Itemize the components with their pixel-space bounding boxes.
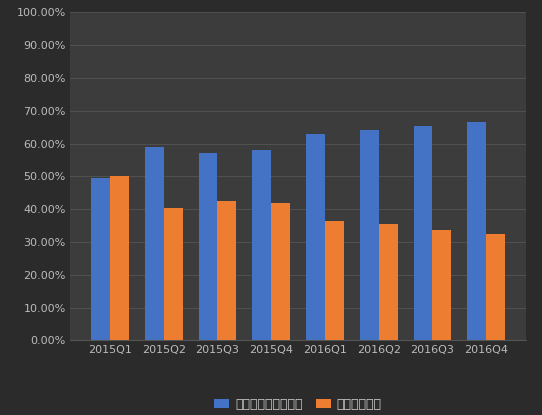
Bar <box>360 130 379 340</box>
Bar <box>199 154 217 340</box>
Bar <box>164 208 183 340</box>
Bar <box>145 147 164 340</box>
Bar <box>325 221 344 340</box>
Bar <box>91 178 110 340</box>
Bar <box>433 230 451 340</box>
Bar <box>217 201 236 340</box>
Bar <box>271 203 290 340</box>
Bar <box>379 224 397 340</box>
Bar <box>467 122 486 340</box>
Bar <box>486 234 505 340</box>
Bar <box>253 150 271 340</box>
Bar <box>414 126 433 340</box>
Legend: 前五名出货累计占比, 其他累计占比: 前五名出货累计占比, 其他累计占比 <box>209 393 387 415</box>
Bar <box>110 176 129 340</box>
Bar <box>306 134 325 340</box>
